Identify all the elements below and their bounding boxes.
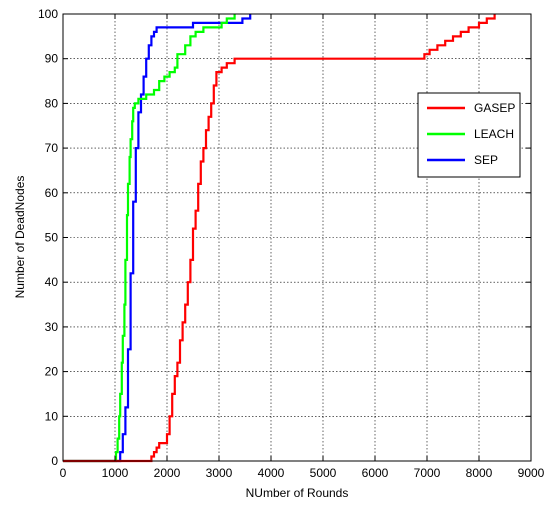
y-tick-label: 0 xyxy=(51,454,58,468)
x-tick-label: 5000 xyxy=(310,466,337,480)
x-tick-label: 3000 xyxy=(206,466,233,480)
y-tick-label: 40 xyxy=(45,275,59,289)
x-tick-label: 4000 xyxy=(258,466,285,480)
x-tick-label: 2000 xyxy=(154,466,181,480)
y-axis-label: Number of DeadNodes xyxy=(13,176,27,299)
y-tick-label: 90 xyxy=(45,52,59,66)
x-tick-label: 7000 xyxy=(414,466,441,480)
series-line-gasep xyxy=(63,14,496,463)
y-tick-label: 100 xyxy=(38,7,58,21)
y-tick-label: 80 xyxy=(45,96,59,110)
x-tick-label: 1000 xyxy=(102,466,129,480)
series-lines xyxy=(63,14,496,463)
legend: GASEP LEACH SEP xyxy=(417,92,521,178)
y-tick-label: 30 xyxy=(45,320,59,334)
x-tick-label: 6000 xyxy=(362,466,389,480)
x-axis-label: NUmber of Rounds xyxy=(246,486,349,500)
x-tick-label: 9000 xyxy=(518,466,545,480)
series-line-leach xyxy=(63,14,236,463)
x-tick-label: 0 xyxy=(60,466,67,480)
y-tick-label: 10 xyxy=(45,409,59,423)
y-tick-label: 20 xyxy=(45,365,59,379)
axis-ticks: 0 1000 2000 3000 4000 5000 6000 7000 8000 9000 0 10… xyxy=(38,7,545,480)
y-tick-label: 70 xyxy=(45,141,59,155)
series-line-sep xyxy=(63,14,252,463)
y-tick-label: 60 xyxy=(45,186,59,200)
x-tick-label: 8000 xyxy=(466,466,493,480)
legend-label-gasep: GASEP xyxy=(474,101,515,115)
y-tick-label: 50 xyxy=(45,231,59,245)
legend-label-sep: SEP xyxy=(474,153,498,167)
legend-label-leach: LEACH xyxy=(474,127,514,141)
